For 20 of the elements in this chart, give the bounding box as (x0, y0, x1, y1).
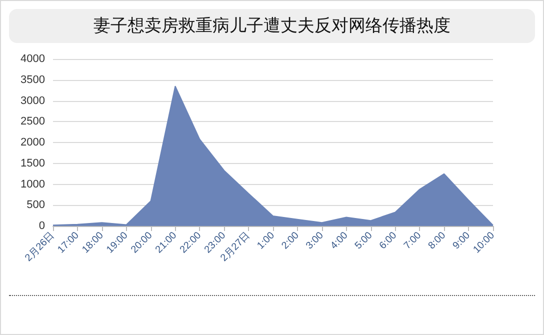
x-tick-label: 6:00 (378, 230, 400, 252)
y-tick-label: 2000 (20, 136, 45, 148)
x-tick-label: 8:00 (426, 230, 448, 252)
y-tick-label: 3000 (20, 94, 45, 107)
x-tick-label: 9:00 (450, 230, 473, 252)
x-tick-label: 3:00 (304, 230, 326, 252)
y-tick-label: 3500 (20, 74, 45, 86)
x-tick-label: 4:00 (328, 230, 351, 252)
x-tick-label: 7:00 (402, 230, 424, 252)
y-tick-label: 1500 (20, 157, 45, 170)
x-tick-label: 5:00 (353, 230, 375, 252)
chart-title: 妻子想卖房救重病儿子遭丈夫反对网络传播热度 (9, 9, 535, 43)
x-tick-label: 1:00 (255, 230, 278, 252)
y-tick-label: 1000 (20, 178, 45, 190)
y-tick-label: 500 (26, 199, 45, 212)
y-tick-label: 0 (38, 220, 45, 232)
x-tick-label: 2月26日 (23, 230, 57, 264)
x-tick-label: 2:00 (280, 230, 302, 252)
y-tick-label: 2500 (20, 116, 45, 128)
y-tick-label: 4000 (20, 53, 45, 65)
